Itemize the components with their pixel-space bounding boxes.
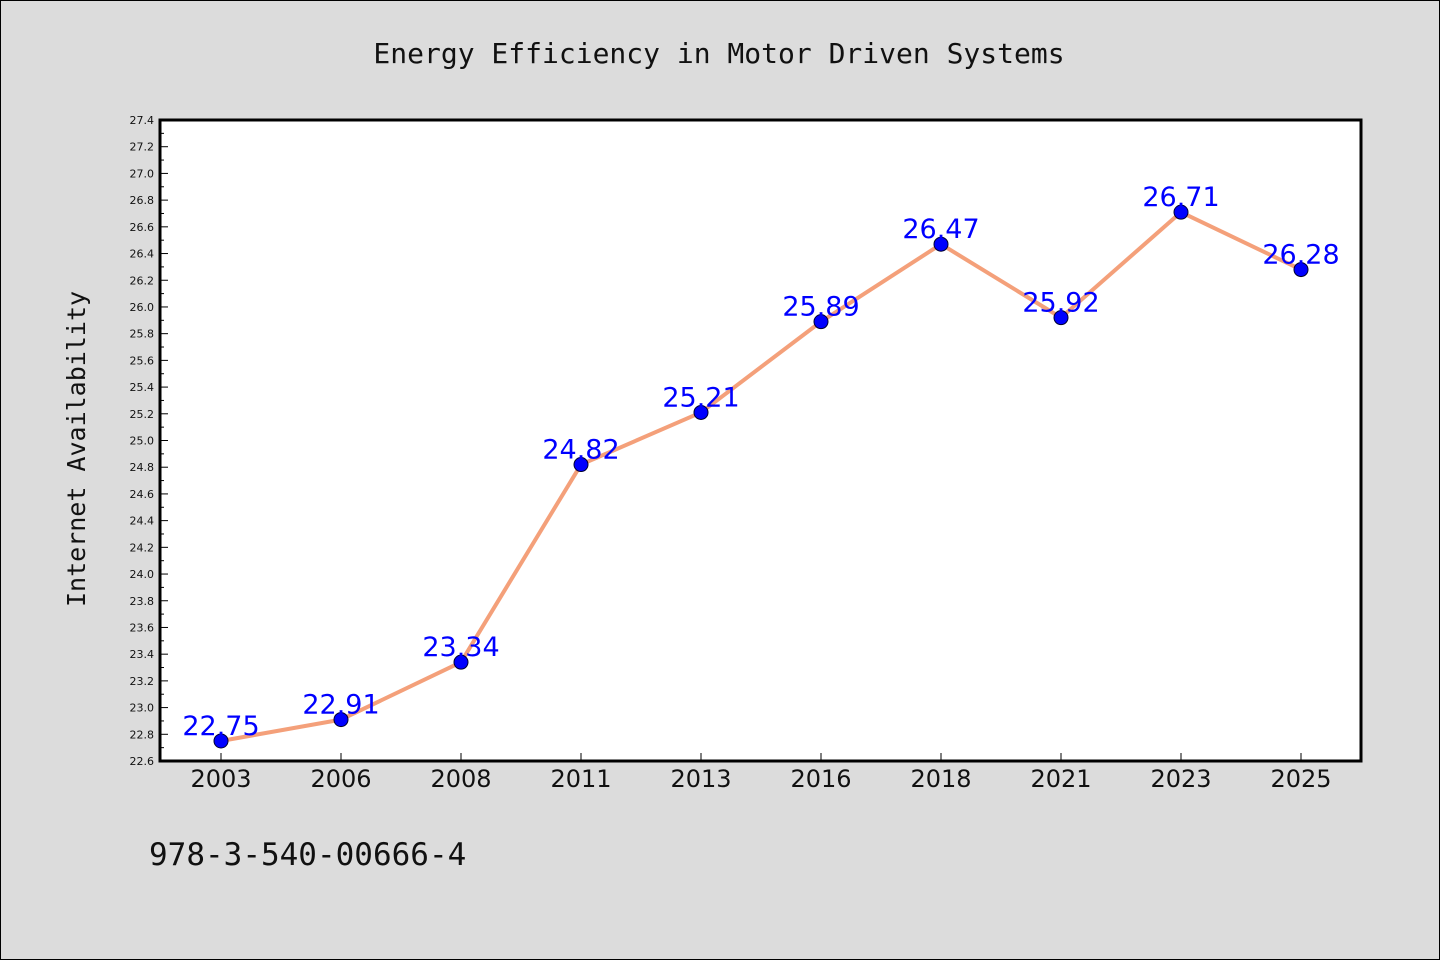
- y-tick-label: 25.6: [130, 354, 155, 367]
- data-label-group: 22.75 22.91 23.34 24.82 25.21 25.89 26.47 25.92…: [182, 182, 1339, 742]
- data-point: [213, 733, 229, 749]
- series-line: [219, 210, 1303, 743]
- data-label: 22.75: [182, 711, 259, 742]
- x-tick-label: 2011: [550, 765, 611, 793]
- data-point: [933, 236, 949, 252]
- y-tick-label: 25.0: [130, 435, 155, 448]
- y-tick-label: 24.0: [130, 568, 155, 581]
- y-tick-label: 24.8: [130, 461, 155, 474]
- y-tick-label: 26.4: [130, 248, 155, 261]
- y-tick-label: 26.2: [130, 274, 155, 287]
- footer-code: 978-3-540-00666-4: [149, 837, 466, 873]
- y-tick-label: 25.2: [130, 408, 155, 421]
- chart-title: Energy Efficiency in Motor Driven System…: [373, 37, 1064, 70]
- x-tick-label: 2021: [1030, 765, 1091, 793]
- data-label: 26.71: [1142, 182, 1219, 213]
- x-tick-label: 2008: [430, 765, 491, 793]
- x-tick-label: 2025: [1270, 765, 1331, 793]
- data-point: [813, 314, 829, 330]
- data-label: 26.28: [1262, 240, 1339, 271]
- y-tick-label: 23.4: [130, 648, 155, 661]
- y-tick-label: 23.2: [130, 675, 155, 688]
- data-point: [1293, 262, 1309, 278]
- y-tick-label: 24.4: [130, 515, 155, 528]
- y-tick-label: 23.6: [130, 621, 155, 634]
- data-point: [573, 457, 589, 473]
- x-tick-label: 2016: [790, 765, 851, 793]
- y-tick-label: 22.6: [130, 755, 155, 768]
- marker-group: [213, 204, 1309, 749]
- data-point: [333, 712, 349, 728]
- data-point: [1173, 204, 1189, 220]
- y-tick-label: 22.8: [130, 728, 155, 741]
- y-tick-label: 27.0: [130, 167, 155, 180]
- data-point: [1053, 310, 1069, 326]
- y-tick-label: 26.8: [130, 194, 155, 207]
- data-point: [693, 404, 709, 420]
- y-tick-label: 23.8: [130, 595, 155, 608]
- data-point: [453, 654, 469, 670]
- data-label: 22.91: [302, 690, 379, 721]
- data-label: 23.34: [422, 632, 499, 663]
- x-tick-label: 2018: [910, 765, 971, 793]
- x-tick-label: 2003: [190, 765, 251, 793]
- x-axis: 2003 2006 2008 2011 2013 2016 2018 2021 2023 2025: [190, 753, 1332, 793]
- y-tick-label: 25.4: [130, 381, 155, 394]
- data-label: 25.92: [1022, 288, 1099, 319]
- y-axis: 22.6 22.8 23.0 23.2 23.4 23.6 23.8 24.0 24.2 24.4…: [130, 114, 168, 768]
- data-label: 25.89: [782, 292, 859, 323]
- x-tick-label: 2006: [310, 765, 371, 793]
- series-line-group: [219, 210, 1303, 743]
- x-tick-label: 2013: [670, 765, 731, 793]
- y-axis-label: Internet Availability: [62, 291, 91, 607]
- y-tick-label: 24.6: [130, 488, 155, 501]
- y-tick-label: 26.0: [130, 301, 155, 314]
- y-tick-label: 25.8: [130, 328, 155, 341]
- data-label: 26.47: [902, 214, 979, 245]
- y-tick-label: 23.0: [130, 702, 155, 715]
- data-label: 24.82: [542, 435, 619, 466]
- plot-area: [158, 118, 1363, 763]
- y-tick-label: 27.2: [130, 141, 155, 154]
- data-label: 25.21: [662, 382, 739, 413]
- x-tick-label: 2023: [1150, 765, 1211, 793]
- y-tick-label: 24.2: [130, 541, 155, 554]
- y-tick-label: 26.6: [130, 221, 155, 234]
- y-tick-label: 27.4: [130, 114, 155, 127]
